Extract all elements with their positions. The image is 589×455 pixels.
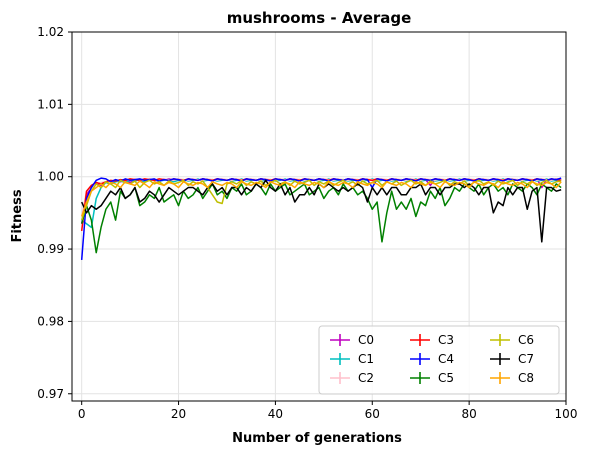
x-tick-label: 100 xyxy=(555,407,578,421)
y-axis-title: Fitness xyxy=(10,189,25,242)
x-tick-label: 20 xyxy=(171,407,186,421)
legend-label: C3 xyxy=(438,333,454,347)
legend-item-c0: C0 xyxy=(330,333,374,347)
legend-label: C7 xyxy=(518,352,534,366)
legend-item-c1: C1 xyxy=(330,352,374,366)
legend-item-c6: C6 xyxy=(490,333,534,347)
legend-item-c7: C7 xyxy=(490,352,534,366)
y-tick-label: 0.99 xyxy=(37,242,64,256)
chart-title: mushrooms - Average xyxy=(227,9,412,27)
x-tick-label: 80 xyxy=(461,407,476,421)
legend-label: C4 xyxy=(438,352,454,366)
legend-item-c5: C5 xyxy=(410,371,454,385)
axis-ticks: 0 20 40 60 80 100 0.97 0.98 0.99 1.00 1.01 1.02 xyxy=(37,25,577,421)
x-tick-label: 40 xyxy=(268,407,283,421)
y-tick-label: 1.00 xyxy=(37,170,64,184)
x-tick-label: 60 xyxy=(365,407,380,421)
series-line-c4 xyxy=(80,177,562,260)
legend-label: C6 xyxy=(518,333,534,347)
series-lines xyxy=(80,177,562,260)
y-tick-label: 0.98 xyxy=(37,314,64,328)
legend: C0 C1 C2 C3 C4 C5 C6 C7 C8 xyxy=(318,325,560,395)
y-tick-label: 1.01 xyxy=(37,97,64,111)
y-tick-label: 0.97 xyxy=(37,387,64,401)
legend-label: C8 xyxy=(518,371,534,385)
series-line-c6 xyxy=(80,179,562,221)
plot-frame xyxy=(71,31,567,402)
series-line-c5 xyxy=(80,183,562,254)
legend-item-c8: C8 xyxy=(490,371,534,385)
legend-label: C2 xyxy=(358,371,374,385)
legend-label: C1 xyxy=(358,352,374,366)
legend-label: C5 xyxy=(438,371,454,385)
y-tick-label: 1.02 xyxy=(37,25,64,39)
x-axis-title: Number of generations xyxy=(232,431,402,446)
legend-item-c3: C3 xyxy=(410,333,454,347)
series-line-c8 xyxy=(80,180,562,217)
legend-label: C0 xyxy=(358,333,374,347)
legend-item-c2: C2 xyxy=(330,371,374,385)
legend-box xyxy=(318,325,560,395)
legend-item-c4: C4 xyxy=(410,352,454,366)
x-tick-label: 0 xyxy=(78,407,86,421)
grid xyxy=(72,31,567,401)
